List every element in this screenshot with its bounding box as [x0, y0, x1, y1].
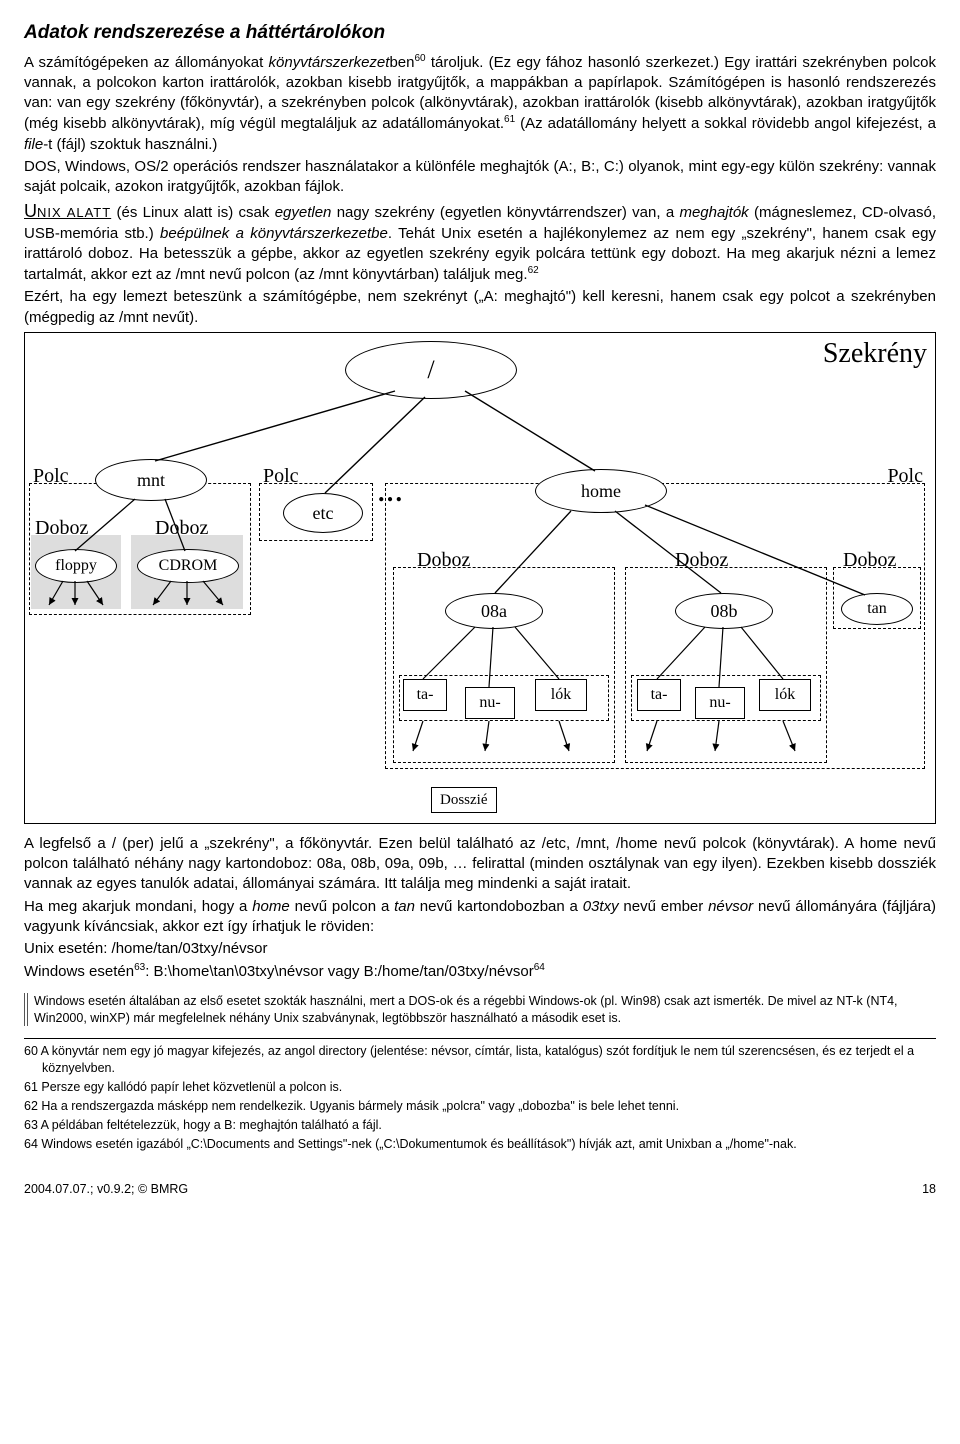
paragraph-3: UNIX ALATT (és Linux alatt is) csak egye… — [24, 199, 936, 285]
text: nagy szekrény (egyetlen könyvtárrendszer… — [331, 204, 679, 221]
text: nevű kartondobozban a — [415, 898, 583, 915]
text-italic: könyvtárszerkezet — [269, 54, 390, 71]
after-paragraph-2: Ha meg akarjuk mondani, hogy a home nevű… — [24, 897, 936, 938]
after-paragraph-1: A legfelső a / (per) jelű a „szekrény", … — [24, 834, 936, 895]
page-footer: 2004.07.07.; v0.9.2; © BMRG 18 — [24, 1181, 936, 1198]
text: Ha meg akarjuk mondani, hogy a — [24, 898, 252, 915]
footer-left: 2004.07.07.; v0.9.2; © BMRG — [24, 1181, 188, 1198]
text: nevű polcon a — [290, 898, 394, 915]
text: A számítógépeken az állományokat — [24, 54, 269, 71]
text: ben — [389, 54, 414, 71]
footnote-ref: 64 — [534, 962, 545, 973]
footnote-64: 64 Windows esetén igazából „C:\Documents… — [24, 1136, 936, 1153]
text: -t (fájl) szoktuk használni.) — [43, 136, 217, 153]
text: (és Linux alatt is) csak — [111, 204, 275, 221]
text: U — [24, 201, 37, 221]
text-italic: tan — [394, 898, 415, 915]
paragraph-4: Ezért, ha egy lemezt beteszünk a számító… — [24, 287, 936, 328]
footnote-62: 62 Ha a rendszergazda másképp nem rendel… — [24, 1098, 936, 1115]
paragraph-2: DOS, Windows, OS/2 operációs rendszer ha… — [24, 157, 936, 198]
text: NIX ALATT — [37, 205, 111, 220]
paragraph-1: A számítógépeken az állományokat könyvtá… — [24, 52, 936, 155]
text-italic: beépülnek a könyvtárszerkezetbe — [160, 225, 388, 242]
text: Windows esetén — [24, 963, 134, 980]
text-italic: file — [24, 136, 43, 153]
text-italic: névsor — [708, 898, 753, 915]
text: : B:\home\tan\03txy\névsor vagy B:/home/… — [145, 963, 534, 980]
footnote-63: 63 A példában feltételezzük, hogy a B: m… — [24, 1117, 936, 1134]
footnote-ref: 62 — [528, 265, 539, 276]
tree-diagram: Szekrény / Polc Polc Polc mnt etc … home… — [24, 332, 936, 824]
unix-path-line: Unix esetén: /home/tan/03txy/névsor — [24, 939, 936, 959]
footnote-ref: 61 — [504, 114, 515, 125]
text-italic: home — [252, 898, 290, 915]
footnotes: 60 A könyvtár nem egy jó magyar kifejezé… — [24, 1038, 936, 1152]
windows-path-line: Windows esetén63: B:\home\tan\03txy\névs… — [24, 961, 936, 982]
text: (Az adatállomány helyett a sokkal rövide… — [515, 115, 936, 132]
footnote-61: 61 Persze egy kallódó papír lehet közvet… — [24, 1079, 936, 1096]
text-italic: 03txy — [583, 898, 619, 915]
footer-page-number: 18 — [922, 1181, 936, 1198]
footnote-ref: 63 — [134, 962, 145, 973]
text-italic: meghajtók — [679, 204, 748, 221]
footnote-ref: 60 — [414, 53, 425, 64]
footnote-60: 60 A könyvtár nem egy jó magyar kifejezé… — [24, 1043, 936, 1077]
text: nevű ember — [619, 898, 709, 915]
section-title: Adatok rendszerezése a háttértárolókon — [24, 20, 936, 46]
text-italic: egyetlen — [275, 204, 332, 221]
diagram-lines — [25, 333, 929, 823]
note-box: Windows esetén általában az első esetet … — [24, 993, 936, 1027]
